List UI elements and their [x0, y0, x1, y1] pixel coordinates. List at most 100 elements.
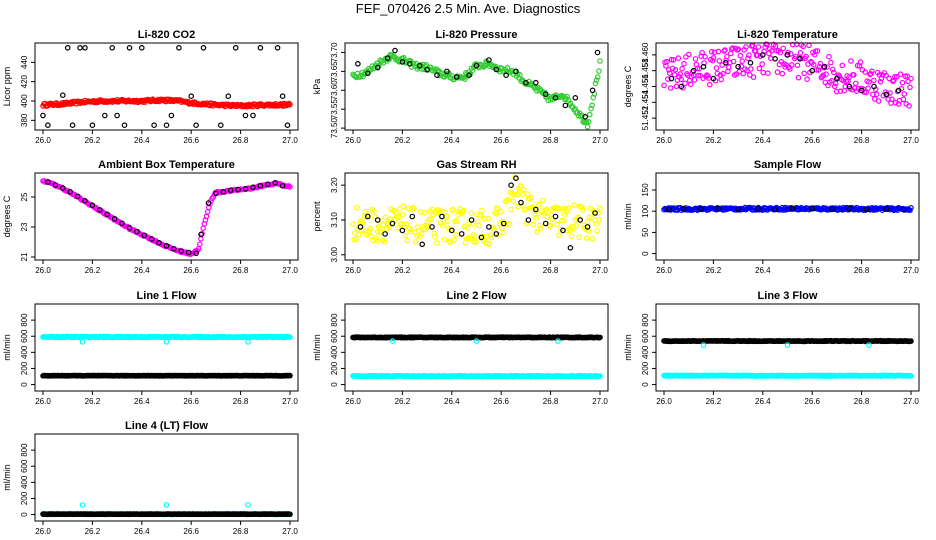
data-point — [500, 220, 507, 227]
y-tick-label: 73.55 — [330, 99, 339, 120]
x-tick-label: 26.4 — [134, 266, 150, 275]
data-point — [500, 229, 507, 236]
data-point — [197, 241, 203, 248]
data-point — [134, 228, 140, 235]
data-point — [163, 122, 170, 129]
data-point — [722, 47, 728, 53]
data-point — [104, 211, 111, 218]
data-point — [204, 209, 211, 215]
data-point — [506, 221, 513, 227]
plot-area — [40, 178, 293, 258]
data-point — [473, 62, 480, 69]
data-point — [560, 217, 567, 224]
data-point — [460, 207, 467, 214]
data-point — [168, 112, 175, 119]
data-point — [510, 198, 517, 205]
data-point — [542, 91, 549, 97]
data-point — [593, 221, 600, 227]
data-point — [402, 232, 409, 239]
data-point — [111, 216, 118, 222]
x-tick-label: 26.6 — [804, 136, 820, 145]
data-point — [576, 234, 582, 241]
x-tick-label: 27.0 — [592, 266, 608, 275]
panel-5: Gas Stream RH percent 26.0 26.2 26.4 26.6 26.8… — [312, 159, 609, 275]
y-tick-label: 420 — [20, 74, 29, 88]
x-tick-label: 26.0 — [35, 527, 51, 536]
data-point — [418, 231, 425, 237]
data-point — [908, 338, 914, 344]
data-point — [539, 197, 546, 204]
data-point — [448, 227, 455, 234]
y-tick-label: 73.65 — [330, 61, 339, 82]
data-point — [399, 59, 406, 65]
data-point — [746, 52, 752, 58]
x-tick-label: 26.0 — [656, 136, 672, 145]
plot-frame — [34, 433, 299, 522]
x-tick-label: 27.0 — [903, 136, 919, 145]
data-point — [272, 180, 279, 186]
y-tick-label: 73.70 — [330, 42, 339, 63]
y-tick-label: 73.50 — [330, 118, 339, 139]
data-point — [592, 80, 599, 87]
data-point — [904, 73, 911, 79]
x-axis: 26.0 26.2 26.4 26.6 26.8 27.0 — [656, 391, 919, 406]
x-tick-label: 26.0 — [345, 397, 361, 406]
y-tick-label: 0 — [641, 382, 650, 387]
y-tick-label: 3.20 — [330, 177, 339, 193]
data-point — [667, 85, 674, 91]
data-point — [900, 96, 907, 103]
data-point — [532, 79, 539, 86]
x-tick-label: 26.4 — [444, 136, 460, 145]
panel-9: Line 3 Flow ml/min 26.0 26.2 26.4 26.6 26.8 27.… — [623, 290, 920, 406]
data-point — [907, 84, 913, 91]
data-point — [866, 342, 872, 348]
data-point — [487, 232, 494, 239]
y-axis-label: degrees C — [2, 195, 12, 237]
series-3 — [661, 372, 914, 379]
data-point — [242, 186, 249, 192]
data-point — [468, 217, 475, 223]
data-point — [109, 44, 116, 51]
data-point — [279, 93, 286, 100]
data-point — [764, 41, 770, 48]
data-point — [468, 210, 475, 217]
data-point — [384, 55, 391, 61]
data-point — [141, 232, 148, 239]
data-point — [493, 211, 499, 217]
data-point — [559, 205, 566, 212]
data-point — [568, 233, 575, 240]
data-point — [774, 69, 781, 75]
x-tick-label: 26.6 — [804, 266, 820, 275]
data-point — [454, 218, 460, 225]
data-point — [163, 502, 170, 508]
data-point — [511, 192, 518, 198]
data-point — [359, 219, 366, 226]
data-point — [466, 72, 472, 79]
data-point — [677, 71, 684, 77]
data-point — [865, 85, 871, 92]
data-point — [547, 222, 554, 229]
series-2 — [666, 205, 907, 213]
data-point — [862, 69, 869, 75]
data-point — [199, 230, 205, 237]
data-point — [597, 58, 603, 64]
data-point — [846, 74, 852, 81]
data-point — [669, 65, 676, 72]
y-axis-label: ml/min — [312, 334, 322, 361]
data-point — [735, 46, 742, 53]
data-point — [890, 78, 896, 85]
data-point — [377, 229, 384, 235]
data-point — [897, 71, 904, 78]
data-point — [245, 502, 251, 508]
data-point — [467, 71, 474, 77]
data-point — [801, 70, 808, 77]
y-tick-label: 0 — [330, 382, 339, 387]
series-2 — [355, 47, 601, 120]
data-point — [846, 83, 853, 90]
data-point — [469, 67, 476, 74]
y-tick-label: 3.00 — [330, 246, 339, 262]
y-tick-label: 150 — [641, 183, 650, 197]
data-point — [824, 64, 830, 70]
data-point — [716, 58, 723, 64]
